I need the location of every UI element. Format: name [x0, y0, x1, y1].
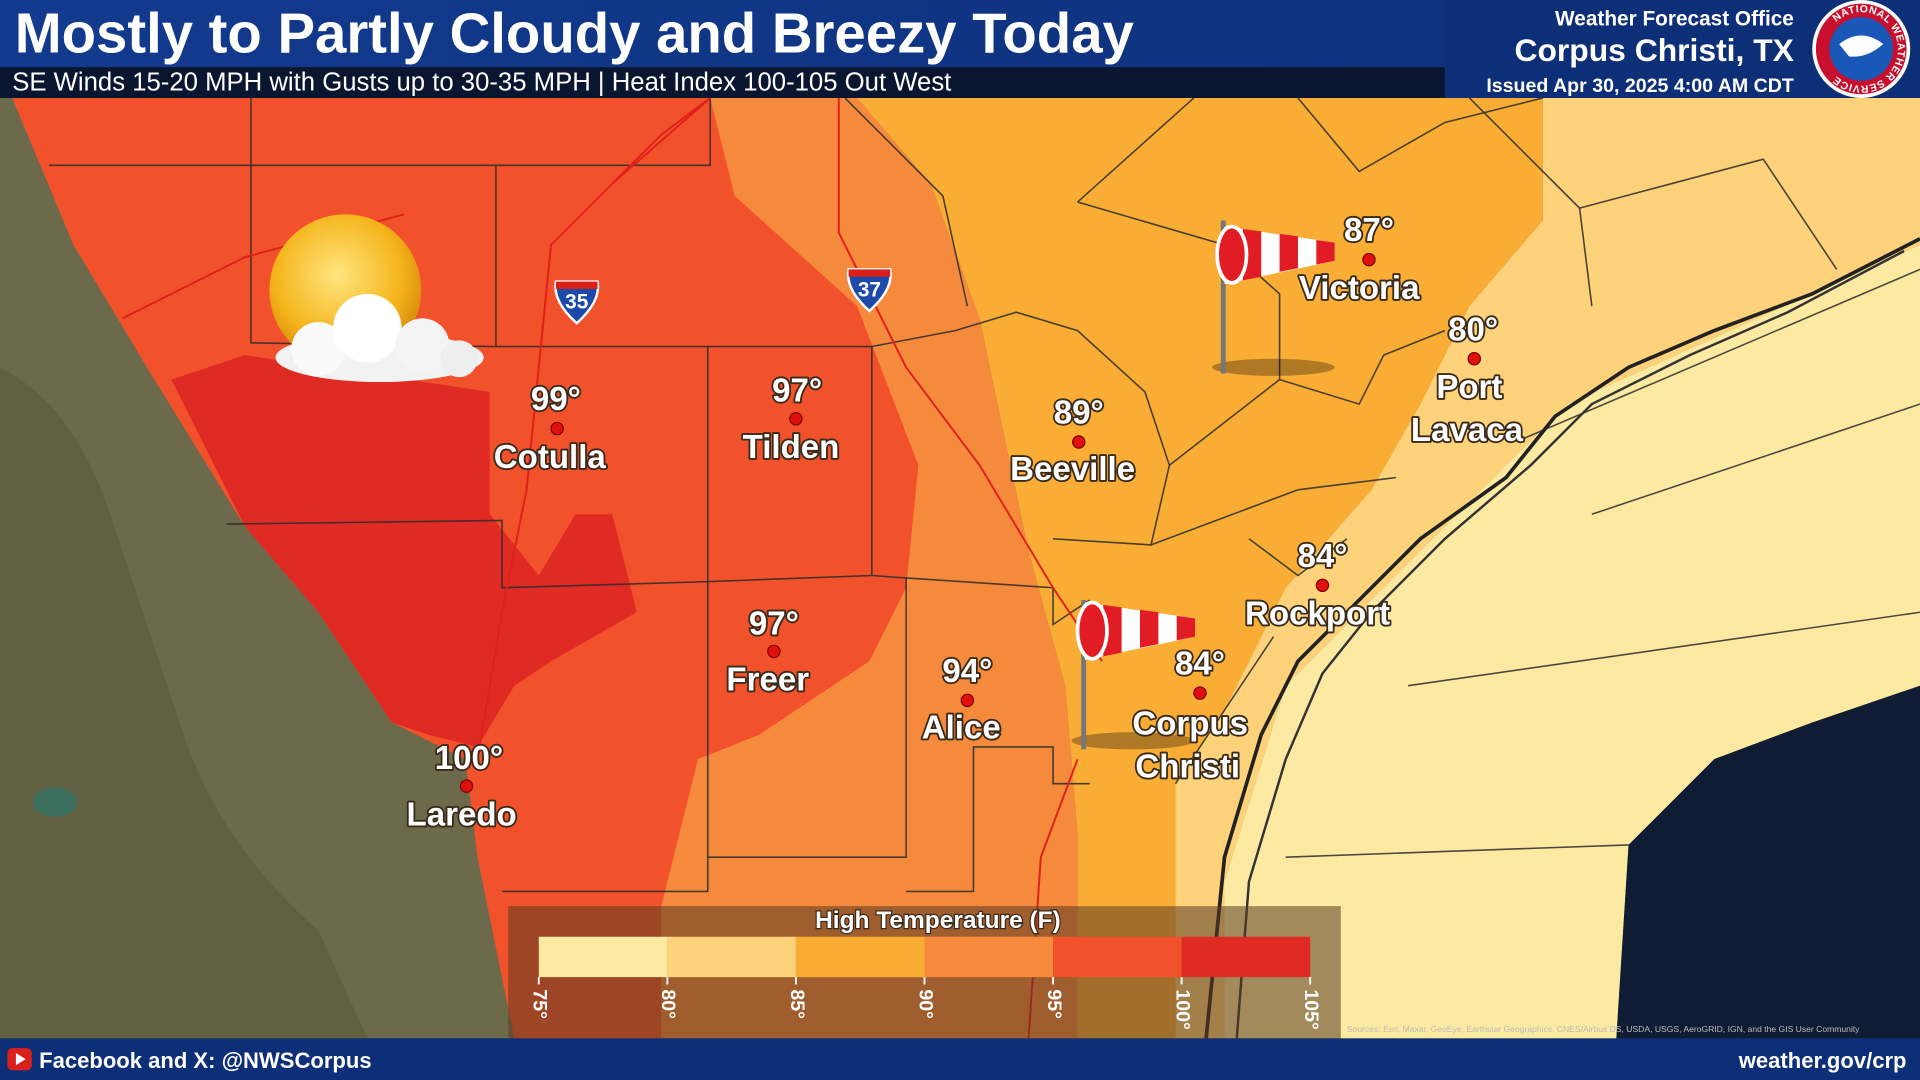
office-label: Weather Forecast Office: [1555, 8, 1794, 31]
city-temp: 97°: [772, 373, 822, 410]
legend-swatch: [667, 936, 796, 978]
legend-tick-label: 75°: [529, 989, 551, 1019]
city-name: Cotulla: [494, 439, 607, 476]
city-name: Alice: [922, 709, 1001, 746]
social-icon-glyph: [15, 1053, 26, 1066]
city-name: Lavaca: [1411, 412, 1524, 449]
title: Mostly to Partly Cloudy and Breezy Today: [15, 2, 1135, 65]
city-dot: [767, 644, 781, 659]
city-name: Beeville: [1010, 451, 1135, 488]
legend-tick-label: 95°: [1043, 989, 1065, 1019]
city-temp: 84°: [1175, 646, 1225, 683]
windsock: [1071, 600, 1196, 750]
legend-swatch: [924, 936, 1054, 978]
zone-75-80: [1224, 244, 1920, 1039]
office-location: Corpus Christi, TX: [1514, 32, 1793, 68]
city-temp: 99°: [531, 381, 581, 418]
terrain: [0, 367, 368, 1039]
highway-number: 35: [565, 291, 588, 314]
zone-85-90: [857, 97, 1543, 1039]
city: 89° Beeville: [1008, 393, 1137, 490]
highway-number: 37: [858, 278, 881, 301]
city-dot: [550, 421, 564, 436]
city: 94° Alice: [920, 651, 1003, 748]
interstate-shield: 35: [554, 280, 600, 325]
partly-cloudy-icon: [269, 214, 484, 383]
city-name: Christi: [1135, 749, 1240, 786]
city: 97° Freer: [725, 603, 811, 700]
city-temp: 97°: [749, 605, 799, 642]
city: 87° Victoria: [1297, 210, 1422, 308]
city: 100° Laredo: [405, 738, 519, 835]
city: 80° Port Lavaca: [1409, 310, 1525, 451]
attribution: Sources: Esri, Maxar, GeoEye, Earthstar …: [1347, 1024, 1860, 1034]
website[interactable]: weather.gov/crp: [1738, 1048, 1907, 1073]
city: 84° Rockport: [1243, 536, 1392, 634]
city-temp: 80°: [1448, 311, 1498, 348]
city-dot: [789, 412, 803, 426]
city-temp: 100°: [435, 740, 503, 777]
city-name: Port: [1436, 369, 1502, 406]
legend-tick-label: 105°: [1300, 989, 1322, 1029]
legend-title: High Temperature (F): [815, 907, 1061, 934]
legend-swatch: [1181, 936, 1311, 978]
legend-tick-label: 80°: [657, 989, 679, 1019]
zone-80-85: [1175, 97, 1920, 1039]
nws-logo: NATIONAL WEATHER SERVICE: [1812, 0, 1911, 98]
windsock: [1212, 220, 1335, 376]
city-temp: 87°: [1344, 212, 1394, 249]
legend-tick-label: 85°: [786, 989, 808, 1019]
city-name: Laredo: [407, 796, 517, 833]
issued-time: Issued Apr 30, 2025 4:00 AM CDT: [1486, 75, 1794, 97]
city-name: Victoria: [1299, 270, 1420, 307]
social-handle[interactable]: Facebook and X: @NWSCorpus: [39, 1048, 371, 1073]
city-dot: [960, 693, 975, 708]
interstate-shield: 37: [846, 268, 892, 313]
legend-tick-label: 100°: [1171, 989, 1193, 1030]
city-name: Tilden: [743, 429, 840, 466]
city-dot: [1315, 578, 1330, 593]
legend: High Temperature (F) 75° 80° 85° 90° 95° 100°…: [508, 906, 1341, 1056]
city-name: Corpus: [1132, 706, 1248, 743]
footer-bar: [0, 1038, 1920, 1080]
city: 84° Corpus Christi: [1131, 644, 1250, 788]
city-name: Rockport: [1245, 595, 1390, 632]
subtitle: SE Winds 15-20 MPH with Gusts up to 30-3…: [12, 69, 951, 97]
city-dot: [1193, 686, 1207, 700]
city-temp: 84°: [1297, 538, 1347, 575]
coastline: [1204, 237, 1920, 1039]
city-dot: [1072, 435, 1086, 449]
city: 99° Cotulla: [492, 379, 608, 477]
city-dot: [1467, 352, 1482, 366]
legend-tick-label: 90°: [914, 989, 936, 1019]
city-dot: [459, 779, 474, 793]
city: 97° Tilden: [741, 371, 841, 468]
gulf-water: [1616, 685, 1920, 1039]
cities: 99° Cotulla 97° Tilden 97° Freer 100° Laredo 94°…: [405, 210, 1526, 835]
legend-swatch: [1053, 936, 1182, 978]
city-dot: [1362, 252, 1376, 267]
temperature-zones: [12, 97, 1920, 1039]
city-name: Freer: [726, 662, 809, 699]
legend-swatch: [538, 936, 668, 978]
barrier-island: [1235, 249, 1905, 1039]
city-temp: 89°: [1054, 395, 1104, 432]
lake: [33, 787, 78, 817]
zone-100-105: [171, 355, 637, 747]
legend-swatch: [795, 936, 925, 978]
city-temp: 94°: [942, 653, 992, 690]
